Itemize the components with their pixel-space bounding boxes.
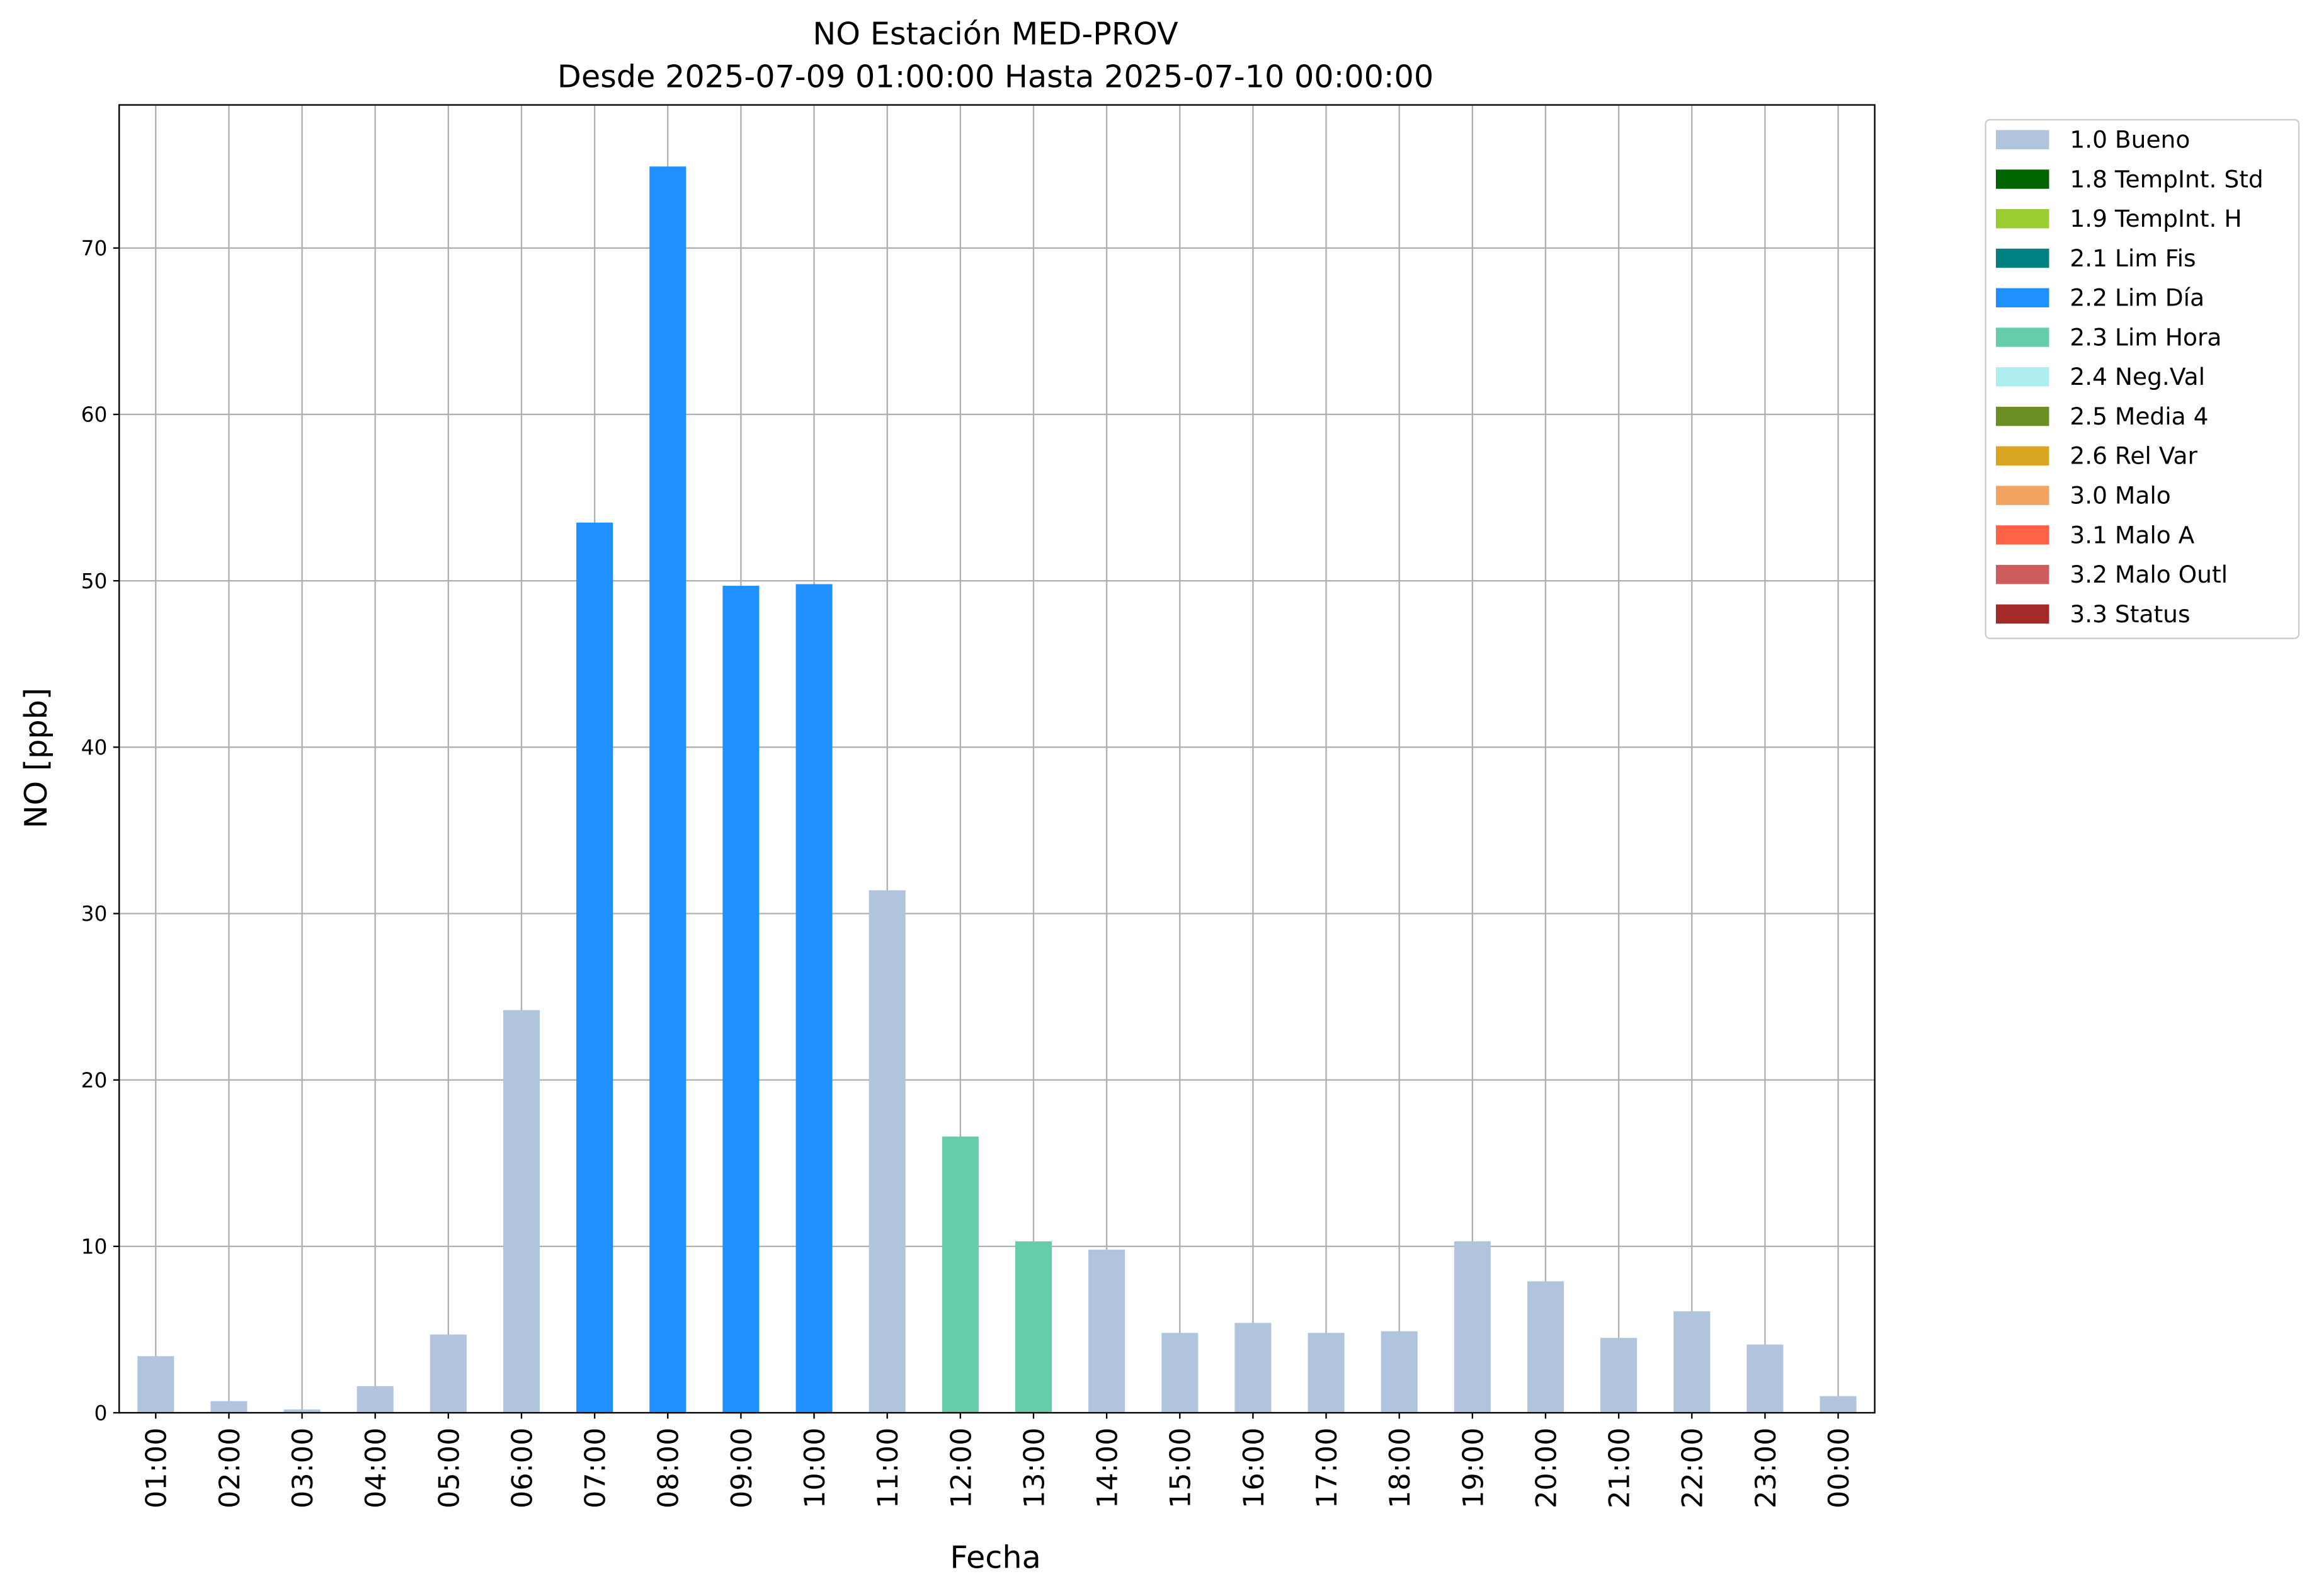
- legend-label: 3.3 Status: [2070, 600, 2190, 628]
- legend-swatch: [1996, 288, 2049, 308]
- x-tick-label: 22:00: [1677, 1428, 1709, 1508]
- y-tick-label: 0: [94, 1401, 108, 1425]
- legend-label: 3.2 Malo Outl: [2070, 561, 2228, 588]
- bar: [1381, 1331, 1418, 1413]
- y-tick-label: 20: [81, 1068, 108, 1092]
- axes: 0 10 20 30 40 50 60 70 01:00 02:00 03:00 04:00 05:00…: [81, 237, 1855, 1508]
- bar: [1746, 1344, 1784, 1413]
- bars: [137, 166, 1857, 1413]
- legend-swatch: [1996, 446, 2049, 466]
- legend-label: 1.8 TempInt. Std: [2070, 165, 2263, 193]
- bar: [1673, 1311, 1711, 1413]
- y-tick-label: 70: [81, 237, 108, 261]
- legend-label: 2.1 Lim Fis: [2070, 244, 2196, 272]
- legend-box: [1985, 118, 2300, 639]
- x-tick-label: 03:00: [287, 1428, 319, 1508]
- legend-label: 3.0 Malo: [2070, 482, 2170, 510]
- bar: [795, 584, 833, 1413]
- y-tick-label: 60: [81, 403, 108, 427]
- bar: [576, 522, 613, 1413]
- x-tick-label: 14:00: [1091, 1428, 1124, 1508]
- x-tick-label: 06:00: [506, 1428, 538, 1508]
- x-tick-label: 16:00: [1238, 1428, 1270, 1508]
- chart-title: NO Estación MED-PROV: [812, 15, 1178, 52]
- bar: [356, 1386, 394, 1413]
- bar: [1820, 1396, 1857, 1413]
- y-tick-label: 10: [81, 1235, 108, 1259]
- y-tick-label: 30: [81, 902, 108, 926]
- legend-label: 3.1 Malo A: [2070, 521, 2194, 549]
- x-tick-label: 08:00: [652, 1428, 685, 1508]
- bar: [430, 1334, 467, 1413]
- bar: [1088, 1250, 1125, 1413]
- legend-swatch: [1996, 367, 2049, 387]
- legend-label: 2.5 Media 4: [2070, 402, 2208, 430]
- x-tick-label: 20:00: [1530, 1428, 1563, 1508]
- x-tick-label: 15:00: [1165, 1428, 1197, 1508]
- x-tick-label: 21:00: [1604, 1428, 1636, 1508]
- legend-label: 2.2 Lim Día: [2070, 284, 2204, 312]
- bar: [210, 1401, 248, 1413]
- bar: [1600, 1338, 1638, 1413]
- bar: [1454, 1241, 1491, 1413]
- chart-subtitle: Desde 2025-07-09 01:00:00 Hasta 2025-07-…: [557, 58, 1433, 94]
- bar: [1015, 1241, 1052, 1413]
- x-tick-label: 05:00: [433, 1428, 465, 1508]
- legend-label: 2.4 Neg.Val: [2070, 363, 2205, 390]
- x-tick-label: 23:00: [1750, 1428, 1782, 1508]
- legend-swatch: [1996, 328, 2049, 347]
- y-tick-label: 50: [81, 569, 108, 593]
- x-tick-label: 18:00: [1384, 1428, 1416, 1508]
- x-tick-label: 10:00: [799, 1428, 831, 1508]
- bar: [869, 890, 906, 1413]
- legend-label: 1.9 TempInt. H: [2070, 205, 2242, 232]
- y-tick-label: 40: [81, 736, 108, 760]
- legend-swatch: [1996, 564, 2049, 584]
- bar: [942, 1136, 979, 1413]
- x-tick-label: 01:00: [140, 1428, 173, 1508]
- legend-swatch: [1996, 248, 2049, 268]
- bar: [1527, 1281, 1564, 1413]
- legend-swatch: [1996, 169, 2049, 189]
- bar: [1234, 1323, 1272, 1413]
- x-tick-label: 13:00: [1018, 1428, 1051, 1508]
- bar: [722, 586, 760, 1413]
- plot-frame: [118, 104, 1876, 1414]
- x-axis-label: Fecha: [950, 1539, 1040, 1575]
- x-tick-label: 00:00: [1823, 1428, 1855, 1508]
- x-tick-label: 19:00: [1457, 1428, 1490, 1508]
- legend-label: 2.6 Rel Var: [2070, 442, 2197, 470]
- bar: [649, 166, 687, 1413]
- bar: [137, 1356, 174, 1413]
- bar: [283, 1409, 321, 1413]
- x-tick-label: 09:00: [726, 1428, 758, 1508]
- x-tick-label: 04:00: [360, 1428, 392, 1508]
- legend-label: 1.0 Bueno: [2070, 126, 2190, 154]
- legend-swatch: [1996, 406, 2049, 426]
- bar: [503, 1010, 540, 1413]
- legend-swatch: [1996, 525, 2049, 545]
- bar: [1308, 1333, 1345, 1413]
- bar: [1161, 1333, 1199, 1413]
- legend-label: 2.3 Lim Hora: [2070, 323, 2221, 351]
- legend: 1.0 Bueno 1.8 TempInt. Std 1.9 TempInt. H 2…: [1985, 118, 2300, 639]
- x-tick-label: 17:00: [1311, 1428, 1343, 1508]
- legend-swatch: [1996, 209, 2049, 229]
- x-tick-label: 11:00: [872, 1428, 904, 1508]
- x-tick-label: 07:00: [579, 1428, 612, 1508]
- y-axis-label: NO [ppb]: [18, 688, 54, 829]
- x-tick-label: 12:00: [945, 1428, 977, 1508]
- legend-swatch: [1996, 604, 2049, 624]
- legend-swatch: [1996, 130, 2049, 149]
- x-tick-label: 02:00: [214, 1428, 246, 1508]
- legend-swatch: [1996, 486, 2049, 505]
